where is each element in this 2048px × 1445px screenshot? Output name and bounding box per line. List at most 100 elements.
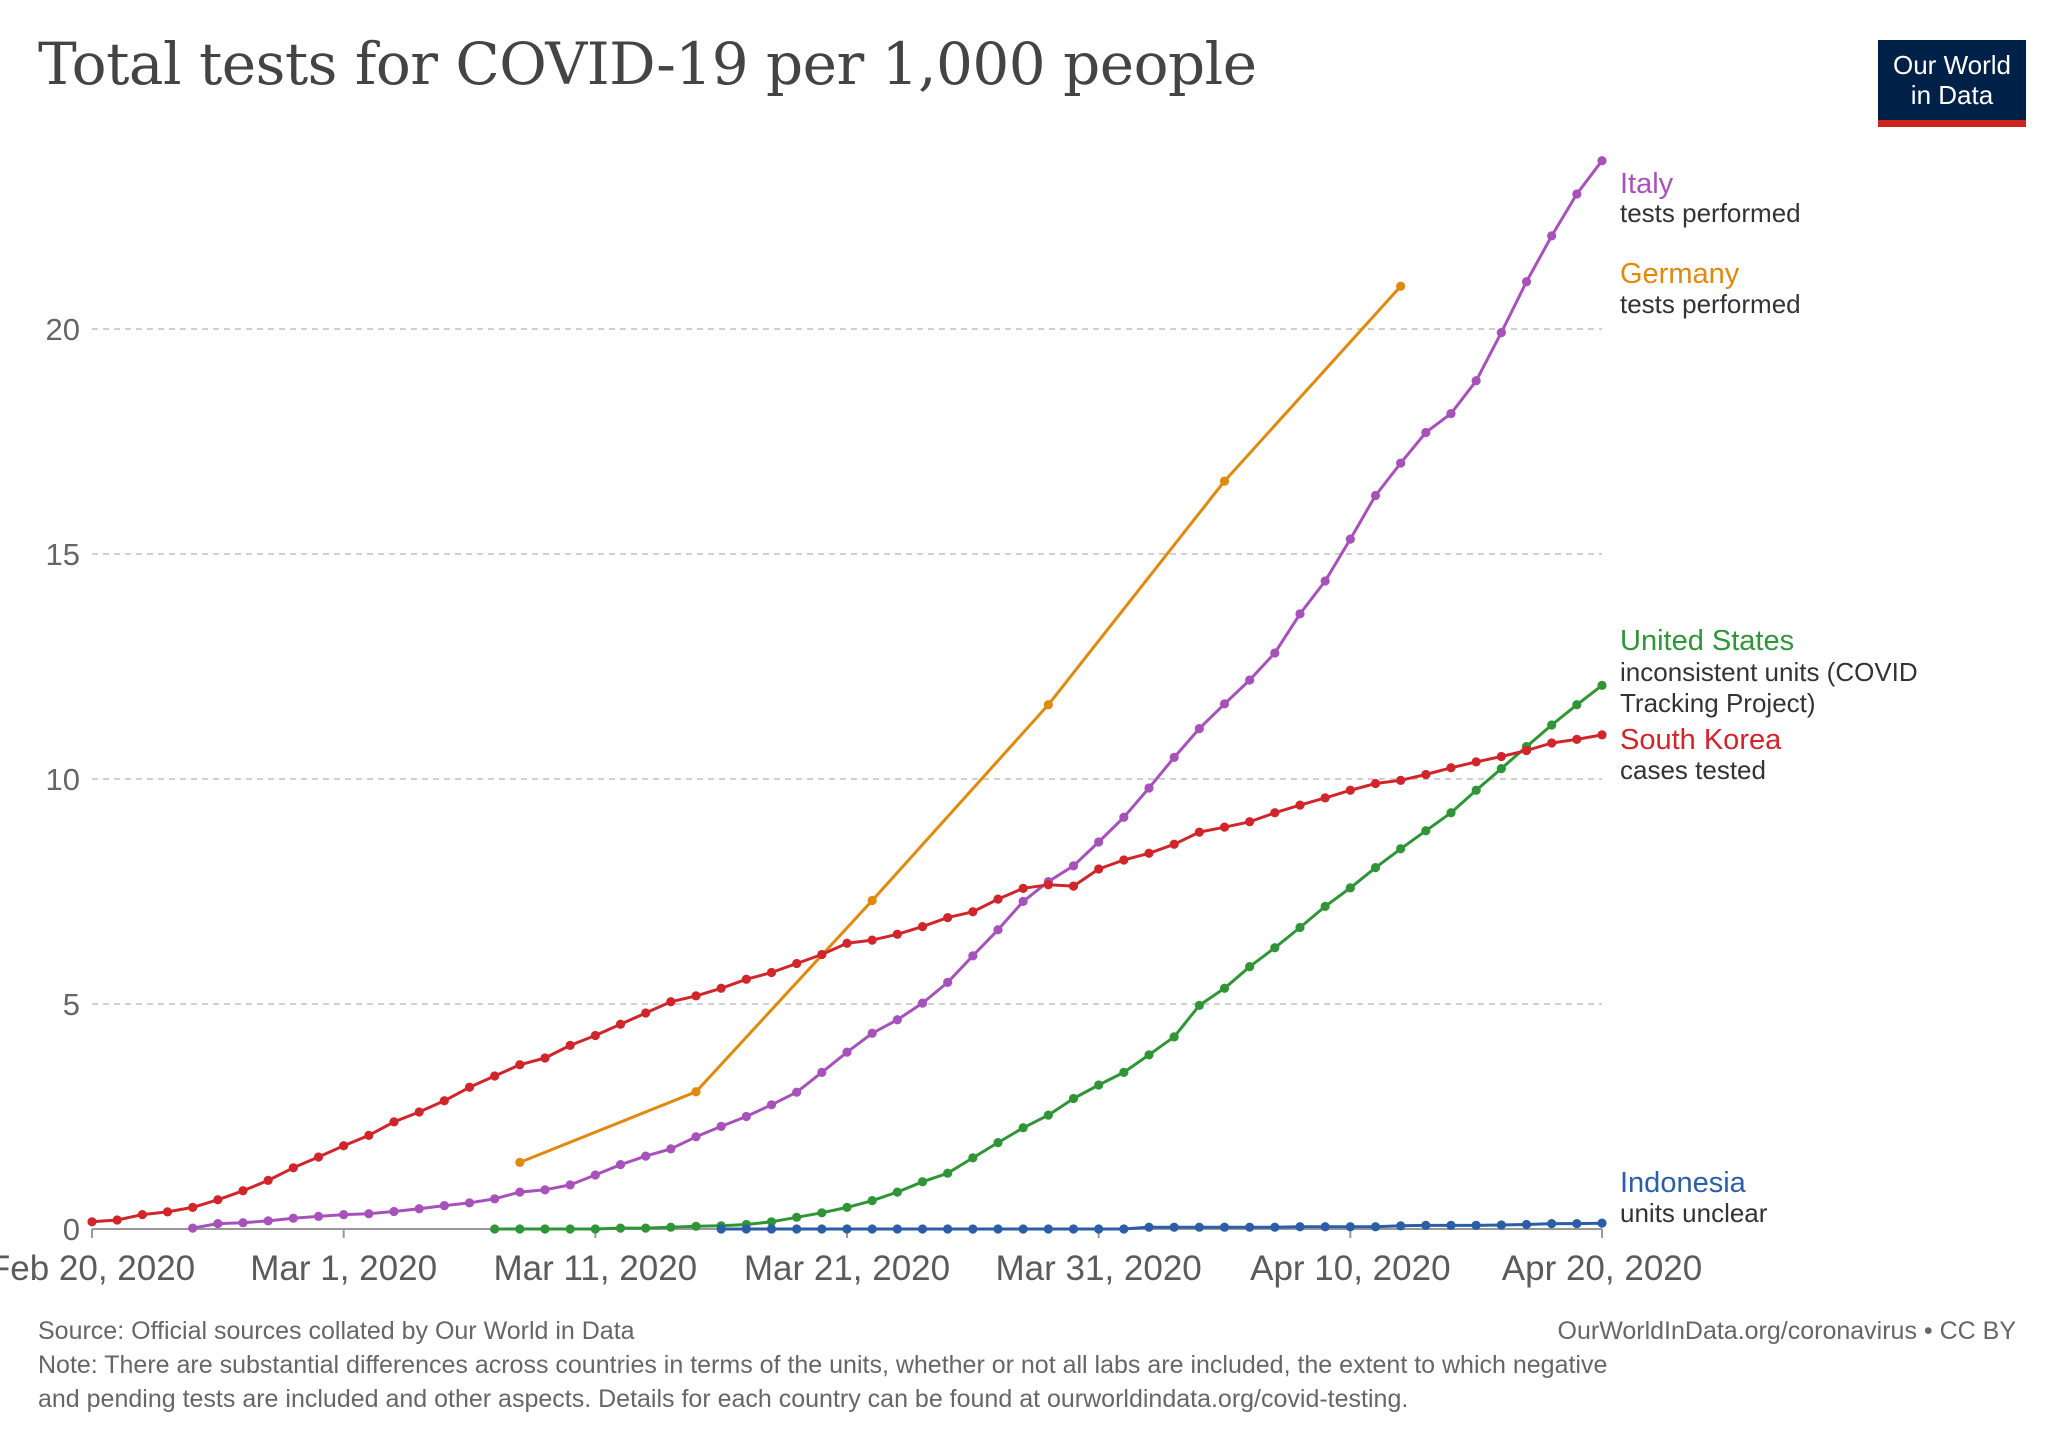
data-point[interactable] <box>263 1216 273 1226</box>
data-point[interactable] <box>339 1210 349 1220</box>
data-point[interactable] <box>1219 822 1230 832</box>
data-point[interactable] <box>515 1157 525 1167</box>
data-point[interactable] <box>490 1071 500 1081</box>
data-point[interactable] <box>1270 1222 1280 1232</box>
data-point[interactable] <box>968 951 978 961</box>
data-point[interactable] <box>1119 855 1129 865</box>
data-point[interactable] <box>1245 817 1255 827</box>
data-point[interactable] <box>1370 863 1381 873</box>
data-point[interactable] <box>615 1019 626 1029</box>
data-point[interactable] <box>1345 883 1355 893</box>
data-point[interactable] <box>943 913 953 923</box>
data-point[interactable] <box>1370 1222 1381 1232</box>
data-point[interactable] <box>716 1121 726 1131</box>
data-point[interactable] <box>892 1224 902 1234</box>
data-point[interactable] <box>1396 281 1406 291</box>
data-point[interactable] <box>1572 189 1582 199</box>
data-point[interactable] <box>112 1215 122 1225</box>
data-point[interactable] <box>515 1187 525 1197</box>
data-point[interactable] <box>716 983 726 993</box>
data-point[interactable] <box>1144 783 1154 793</box>
data-point[interactable] <box>1270 808 1280 818</box>
owid-logo[interactable]: Our World in Data <box>1878 40 2026 127</box>
data-point[interactable] <box>1345 1222 1355 1232</box>
data-point[interactable] <box>1320 576 1330 586</box>
data-point[interactable] <box>1446 1220 1456 1230</box>
data-point[interactable] <box>313 1152 324 1162</box>
data-point[interactable] <box>213 1219 223 1229</box>
data-point[interactable] <box>766 1217 777 1227</box>
data-point[interactable] <box>842 1224 852 1234</box>
data-point[interactable] <box>1068 861 1079 871</box>
data-point[interactable] <box>817 1208 827 1218</box>
data-point[interactable] <box>1245 962 1255 972</box>
data-point[interactable] <box>1421 1220 1431 1230</box>
data-point[interactable] <box>917 1224 928 1234</box>
data-point[interactable] <box>867 895 877 906</box>
data-point[interactable] <box>1496 328 1506 338</box>
data-point[interactable] <box>414 1204 424 1214</box>
data-point[interactable] <box>842 938 852 948</box>
data-point[interactable] <box>1270 943 1280 953</box>
data-point[interactable] <box>1018 883 1028 893</box>
data-point[interactable] <box>641 1151 651 1161</box>
data-point[interactable] <box>766 967 777 978</box>
data-point[interactable] <box>1245 675 1255 685</box>
data-point[interactable] <box>1043 700 1053 710</box>
data-point[interactable] <box>162 1207 173 1217</box>
data-point[interactable] <box>691 1221 701 1231</box>
data-point[interactable] <box>490 1194 500 1204</box>
data-point[interactable] <box>464 1198 475 1208</box>
data-point[interactable] <box>1421 769 1431 780</box>
data-point[interactable] <box>1169 1032 1179 1042</box>
data-point[interactable] <box>288 1213 298 1223</box>
data-point[interactable] <box>313 1211 324 1221</box>
data-point[interactable] <box>540 1224 550 1234</box>
data-point[interactable] <box>691 1087 701 1097</box>
data-point[interactable] <box>1068 1093 1079 1104</box>
data-point[interactable] <box>1119 1067 1129 1077</box>
data-point[interactable] <box>1219 699 1230 709</box>
data-point[interactable] <box>691 1132 701 1142</box>
data-point[interactable] <box>565 1040 575 1050</box>
data-point[interactable] <box>741 974 751 984</box>
data-point[interactable] <box>1446 409 1456 419</box>
data-point[interactable] <box>1421 826 1431 836</box>
data-point[interactable] <box>1018 1224 1028 1234</box>
data-point[interactable] <box>1219 1222 1230 1232</box>
data-point[interactable] <box>867 935 877 945</box>
data-point[interactable] <box>1547 1219 1557 1229</box>
data-point[interactable] <box>1018 1123 1028 1133</box>
data-point[interactable] <box>1370 490 1381 501</box>
data-point[interactable] <box>464 1082 475 1092</box>
data-point[interactable] <box>213 1195 223 1205</box>
data-point[interactable] <box>1471 785 1481 795</box>
data-point[interactable] <box>1094 837 1104 847</box>
data-point[interactable] <box>414 1107 424 1117</box>
data-point[interactable] <box>1572 700 1582 710</box>
data-point[interactable] <box>1396 458 1406 468</box>
data-point[interactable] <box>439 1201 449 1211</box>
data-point[interactable] <box>1169 1222 1179 1232</box>
data-point[interactable] <box>1345 534 1355 544</box>
data-point[interactable] <box>766 1224 777 1234</box>
data-point[interactable] <box>741 1224 751 1234</box>
data-point[interactable] <box>1068 881 1079 891</box>
data-point[interactable] <box>1396 775 1406 785</box>
data-point[interactable] <box>1320 793 1330 803</box>
data-point[interactable] <box>1295 800 1305 810</box>
data-point[interactable] <box>1597 680 1607 691</box>
data-point[interactable] <box>968 1224 978 1234</box>
data-point[interactable] <box>389 1117 399 1127</box>
data-point[interactable] <box>993 1138 1003 1148</box>
data-point[interactable] <box>1144 1222 1154 1232</box>
data-point[interactable] <box>1496 764 1506 774</box>
data-point[interactable] <box>1597 730 1607 740</box>
data-point[interactable] <box>766 1100 777 1110</box>
data-point[interactable] <box>1597 156 1607 166</box>
data-point[interactable] <box>1018 896 1028 907</box>
data-point[interactable] <box>1043 880 1053 890</box>
data-point[interactable] <box>817 1224 827 1234</box>
data-point[interactable] <box>1094 1080 1104 1090</box>
data-point[interactable] <box>1094 864 1104 874</box>
